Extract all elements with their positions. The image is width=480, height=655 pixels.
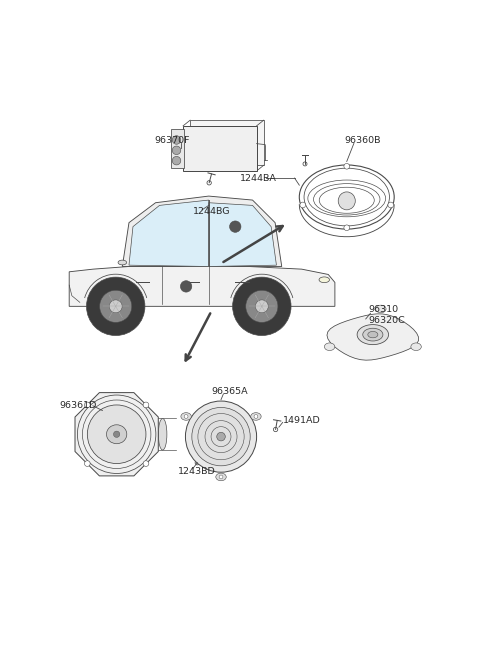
FancyBboxPatch shape (190, 120, 264, 165)
Ellipse shape (338, 192, 355, 210)
Circle shape (300, 202, 306, 208)
Ellipse shape (368, 331, 378, 338)
Circle shape (87, 405, 146, 464)
Circle shape (185, 401, 257, 472)
Circle shape (100, 290, 132, 322)
Circle shape (233, 277, 291, 335)
Polygon shape (69, 267, 335, 307)
Text: 96360B: 96360B (344, 136, 381, 145)
FancyBboxPatch shape (171, 129, 184, 168)
Circle shape (113, 431, 120, 438)
Circle shape (344, 225, 349, 231)
Ellipse shape (324, 343, 335, 350)
Ellipse shape (319, 277, 329, 282)
Circle shape (143, 460, 149, 466)
Polygon shape (129, 200, 209, 267)
Circle shape (254, 415, 258, 419)
Circle shape (143, 402, 149, 408)
Ellipse shape (363, 328, 383, 341)
Circle shape (217, 432, 225, 441)
Polygon shape (75, 392, 158, 476)
Circle shape (84, 460, 90, 466)
Ellipse shape (118, 260, 127, 265)
Circle shape (246, 290, 278, 322)
Circle shape (192, 407, 250, 466)
Circle shape (172, 136, 181, 144)
Text: 1244BA: 1244BA (240, 174, 277, 183)
Circle shape (109, 300, 122, 313)
Ellipse shape (158, 419, 167, 450)
Circle shape (84, 402, 90, 408)
Text: 1243BD: 1243BD (179, 467, 216, 476)
Ellipse shape (376, 305, 386, 312)
Circle shape (229, 221, 241, 233)
Text: 1244BG: 1244BG (192, 207, 230, 215)
Circle shape (86, 277, 145, 335)
Circle shape (184, 415, 188, 419)
Circle shape (172, 146, 181, 155)
Circle shape (388, 202, 394, 208)
Text: 96370F: 96370F (155, 136, 190, 145)
Text: 96361D: 96361D (60, 402, 97, 410)
Circle shape (172, 157, 181, 165)
Ellipse shape (107, 425, 127, 443)
Circle shape (180, 281, 192, 292)
Text: 96320C: 96320C (368, 316, 405, 325)
Ellipse shape (216, 473, 226, 481)
Ellipse shape (181, 413, 192, 421)
Ellipse shape (357, 325, 389, 345)
Circle shape (255, 300, 268, 313)
Text: 96365A: 96365A (212, 387, 248, 396)
Polygon shape (122, 196, 282, 267)
Polygon shape (327, 314, 419, 360)
Circle shape (344, 164, 349, 169)
Text: 1491AD: 1491AD (283, 415, 321, 424)
FancyBboxPatch shape (183, 126, 257, 171)
Ellipse shape (411, 343, 421, 350)
Polygon shape (209, 202, 276, 267)
Circle shape (219, 475, 223, 479)
Ellipse shape (251, 413, 261, 421)
Text: 96310: 96310 (368, 305, 398, 314)
